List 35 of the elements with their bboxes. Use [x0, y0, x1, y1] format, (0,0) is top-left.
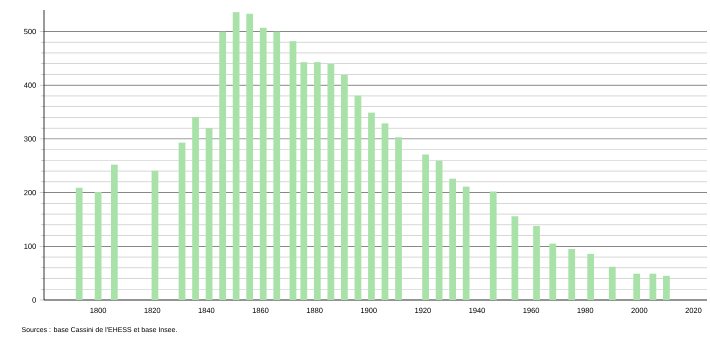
bar [110, 164, 118, 300]
bar [663, 276, 670, 300]
bar [568, 248, 576, 300]
bar [422, 154, 429, 300]
bar [633, 274, 640, 300]
bar [533, 226, 540, 300]
bar [94, 192, 102, 300]
bar [178, 142, 186, 300]
bar [314, 62, 321, 300]
bar [549, 244, 556, 300]
bar [327, 64, 334, 300]
bar [490, 192, 497, 300]
bar [650, 274, 656, 300]
bar [587, 254, 594, 300]
bar [462, 186, 470, 300]
bar [341, 74, 348, 300]
bar [368, 112, 375, 300]
bar [192, 117, 199, 300]
bar [608, 266, 616, 300]
bar [152, 170, 158, 300]
bar [449, 178, 456, 300]
bar [382, 123, 388, 300]
bar [511, 216, 518, 300]
bar [219, 31, 226, 300]
bar [395, 137, 402, 300]
bar [232, 12, 240, 300]
bar [290, 41, 296, 300]
bar [436, 160, 442, 300]
bar [300, 62, 308, 300]
bar [354, 95, 362, 300]
bar [246, 14, 254, 300]
bar [206, 128, 212, 300]
bar [76, 188, 83, 300]
bar [260, 28, 267, 300]
bar [273, 31, 280, 300]
